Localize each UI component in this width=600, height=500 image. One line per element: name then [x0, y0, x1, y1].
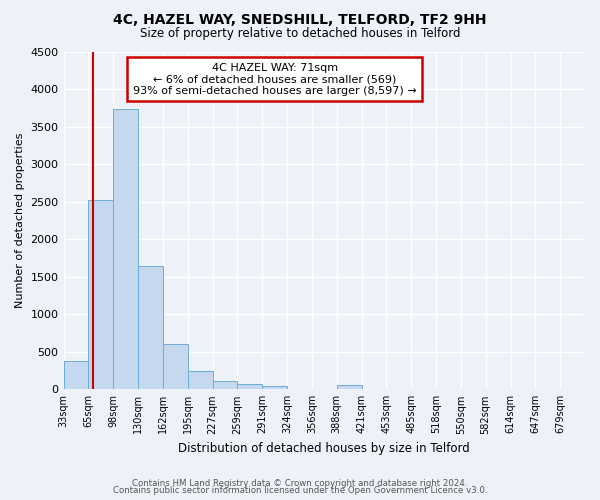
Bar [188, 372, 212, 390]
Bar [163, 344, 188, 390]
Bar [212, 381, 238, 390]
Bar [88, 200, 113, 390]
Text: Size of property relative to detached houses in Telford: Size of property relative to detached ho… [140, 28, 460, 40]
Bar [262, 386, 287, 390]
Text: 4C HAZEL WAY: 71sqm
← 6% of detached houses are smaller (569)
93% of semi-detach: 4C HAZEL WAY: 71sqm ← 6% of detached hou… [133, 62, 416, 96]
Bar [113, 110, 138, 390]
X-axis label: Distribution of detached houses by size in Telford: Distribution of detached houses by size … [178, 442, 470, 455]
Text: 4C, HAZEL WAY, SNEDSHILL, TELFORD, TF2 9HH: 4C, HAZEL WAY, SNEDSHILL, TELFORD, TF2 9… [113, 12, 487, 26]
Text: Contains HM Land Registry data © Crown copyright and database right 2024.: Contains HM Land Registry data © Crown c… [132, 478, 468, 488]
Bar [238, 384, 262, 390]
Bar [337, 385, 362, 390]
Y-axis label: Number of detached properties: Number of detached properties [15, 132, 25, 308]
Text: Contains public sector information licensed under the Open Government Licence v3: Contains public sector information licen… [113, 486, 487, 495]
Bar [64, 361, 88, 390]
Bar [138, 266, 163, 390]
